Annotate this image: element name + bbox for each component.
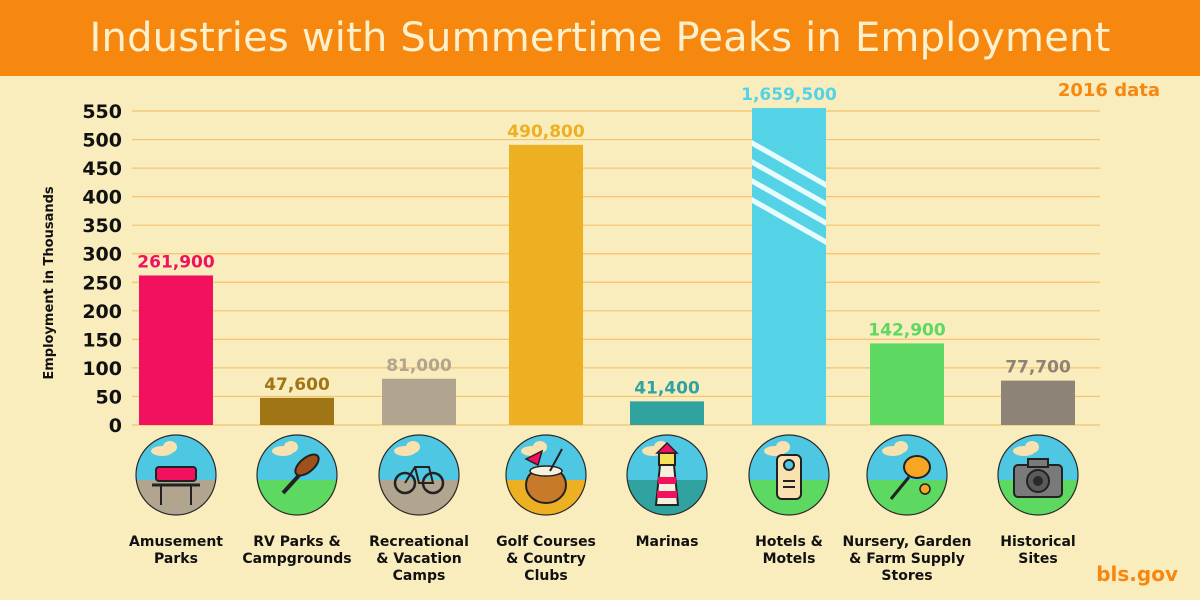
data-label-2: 81,000 [386,356,452,376]
source-link[interactable]: bls.gov [1096,562,1178,586]
category-label-4: Marinas [636,534,699,550]
chart-title: Industries with Summertime Peaks in Empl… [89,15,1111,61]
garden-net-icon [866,434,948,516]
category-label-2: Recreational [369,534,469,550]
category-label-1: Campgrounds [242,551,351,567]
y-tick-label: 0 [109,415,122,437]
axis-break-marks [752,140,826,245]
category-label-3: Golf Courses [496,534,596,550]
data-label-1: 47,600 [264,375,330,395]
bar-3 [509,144,583,425]
bicycle-icon [378,434,460,516]
bar-5 [752,108,826,425]
bar-2 [382,378,456,425]
bar-0 [139,275,213,425]
y-tick-label: 550 [82,101,122,123]
category-label-3: & Country [506,551,586,567]
category-label-2: Camps [393,568,446,584]
category-label-7: Sites [1018,551,1057,567]
category-icons [135,434,1079,516]
data-label-3: 490,800 [507,122,585,142]
data-label-5: 1,659,500 [741,85,837,105]
y-tick-label: 400 [82,187,122,209]
axis-break-stripe [752,178,826,226]
data-label-4: 41,400 [634,378,700,398]
bar-6 [870,343,944,425]
y-tick-label: 100 [82,358,122,380]
bars: 261,900 47,600 81,000 490,800 41,400 1,659,50… [137,85,1075,425]
category-label-5: Motels [763,551,816,567]
category-label-6: Stores [881,568,932,584]
y-tick-label: 250 [82,272,122,294]
y-tick-label: 200 [82,301,122,323]
data-label-0: 261,900 [137,252,215,272]
bar-7 [1001,380,1075,425]
door-hanger-icon [748,434,830,516]
bar-4 [630,401,704,425]
data-label-6: 142,900 [868,320,946,340]
y-tick-label: 150 [82,329,122,351]
camera-icon [997,434,1079,516]
roller-coaster-icon [135,434,217,516]
axis-break-stripe [752,140,826,188]
coconut-drink-icon [505,434,587,516]
data-year-note: 2016 data [1057,80,1160,101]
y-axis-title: Employment in Thousands [42,186,57,380]
category-label-1: RV Parks & [253,534,340,550]
axis-break-stripe [752,159,826,207]
lighthouse-icon [626,434,708,516]
y-tick-label: 350 [82,215,122,237]
category-label-6: & Farm Supply [849,551,965,567]
category-label-3: Clubs [524,568,567,584]
category-label-2: & Vacation [376,551,461,567]
hot-dog-icon [256,434,338,516]
category-label-0: Amusement [129,534,223,550]
axis-break-stripe [752,197,826,245]
y-tick-label: 450 [82,158,122,180]
bar-1 [260,397,334,425]
y-axis-ticks: 0 50 100 150 200 250 300 350 400 450 500 550 [82,101,122,437]
category-label-5: Hotels & [755,534,823,550]
y-tick-label: 500 [82,130,122,152]
y-tick-label: 300 [82,244,122,266]
category-label-6: Nursery, Garden [843,534,972,550]
category-label-7: Historical [1000,534,1075,550]
data-label-7: 77,700 [1005,358,1071,378]
header-banner: Industries with Summertime Peaks in Empl… [0,0,1200,76]
category-label-0: Parks [154,551,198,567]
y-tick-label: 50 [96,386,122,408]
